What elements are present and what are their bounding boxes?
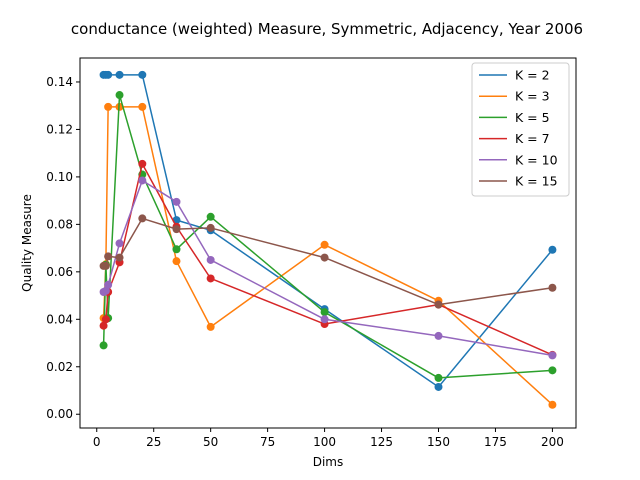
y-axis-label: Quality Measure — [20, 194, 34, 292]
data-point — [115, 70, 124, 79]
legend-label: K = 10 — [515, 152, 558, 167]
series-line — [102, 163, 553, 356]
y-tick-label: 0.14 — [46, 75, 73, 89]
data-point — [206, 212, 215, 221]
data-point — [115, 239, 124, 248]
data-point — [172, 197, 181, 206]
x-tick-label: 200 — [541, 435, 564, 449]
legend-label: K = 7 — [515, 131, 550, 146]
data-point — [548, 351, 557, 360]
data-point — [138, 159, 147, 168]
data-point — [320, 253, 329, 262]
data-point — [548, 245, 557, 254]
series-line — [103, 179, 553, 357]
data-point — [115, 91, 124, 100]
data-point — [206, 322, 215, 331]
y-tick-label: 0.10 — [46, 170, 73, 184]
data-point — [172, 257, 181, 266]
x-tick-label: 75 — [260, 435, 275, 449]
y-tick-label: 0.12 — [46, 122, 73, 136]
legend-label: K = 2 — [515, 68, 550, 83]
x-tick-label: 25 — [146, 435, 161, 449]
legend-item: K = 5 — [479, 110, 550, 125]
legend-item: K = 10 — [479, 152, 558, 167]
data-point — [104, 252, 113, 261]
data-point — [138, 102, 147, 111]
data-point — [138, 176, 147, 185]
data-point — [104, 70, 113, 79]
legend: K = 2 K = 3 K = 5 K = 7 K = 10 K = 15 — [471, 62, 570, 197]
y-tick-label: 0.02 — [46, 360, 73, 374]
x-tick-label: 125 — [370, 435, 393, 449]
legend-item: K = 15 — [479, 174, 558, 189]
x-axis: 0 25 50 75 100 125 150 175 200 — [93, 428, 564, 449]
data-point — [101, 315, 110, 324]
y-tick-label: 0.08 — [46, 217, 73, 231]
series-5 — [99, 176, 557, 360]
data-point — [101, 261, 110, 270]
data-point — [104, 102, 113, 111]
legend-label: K = 15 — [515, 174, 558, 189]
chart-title: conductance (weighted) Measure, Symmetri… — [71, 20, 583, 38]
data-point — [434, 331, 443, 340]
y-axis: 0.00 0.02 0.04 0.06 0.08 0.10 0.12 0.14 — [46, 75, 80, 421]
legend-label: K = 5 — [515, 110, 550, 125]
data-point — [548, 366, 557, 375]
y-tick-label: 0.04 — [46, 312, 73, 326]
data-point — [104, 280, 113, 289]
data-point — [320, 315, 329, 324]
y-tick-label: 0.06 — [46, 265, 73, 279]
x-tick-label: 150 — [427, 435, 450, 449]
data-point — [206, 255, 215, 264]
data-point — [434, 382, 443, 391]
x-tick-label: 50 — [203, 435, 218, 449]
data-point — [138, 214, 147, 223]
data-point — [206, 274, 215, 283]
data-point — [99, 341, 108, 350]
x-tick-label: 0 — [93, 435, 101, 449]
series-line — [103, 217, 553, 306]
x-tick-label: 100 — [313, 435, 336, 449]
data-point — [434, 300, 443, 309]
data-point — [172, 225, 181, 234]
data-point — [115, 253, 124, 262]
legend-label: K = 3 — [515, 89, 550, 104]
data-point — [320, 308, 329, 317]
legend-item: K = 7 — [479, 131, 550, 146]
legend-item: K = 2 — [479, 68, 550, 83]
data-point — [548, 400, 557, 409]
data-point — [434, 373, 443, 382]
series-line — [102, 106, 553, 406]
plot-area — [99, 70, 557, 409]
data-point — [99, 321, 108, 330]
series-6 — [99, 214, 557, 309]
data-point — [172, 245, 181, 254]
x-tick-label: 175 — [484, 435, 507, 449]
legend-item: K = 3 — [479, 89, 550, 104]
data-point — [548, 283, 557, 292]
x-axis-label: Dims — [313, 455, 344, 469]
data-point — [320, 240, 329, 249]
y-tick-label: 0.00 — [46, 407, 73, 421]
axes-frame — [79, 57, 577, 429]
data-point — [138, 70, 147, 79]
data-point — [206, 223, 215, 232]
